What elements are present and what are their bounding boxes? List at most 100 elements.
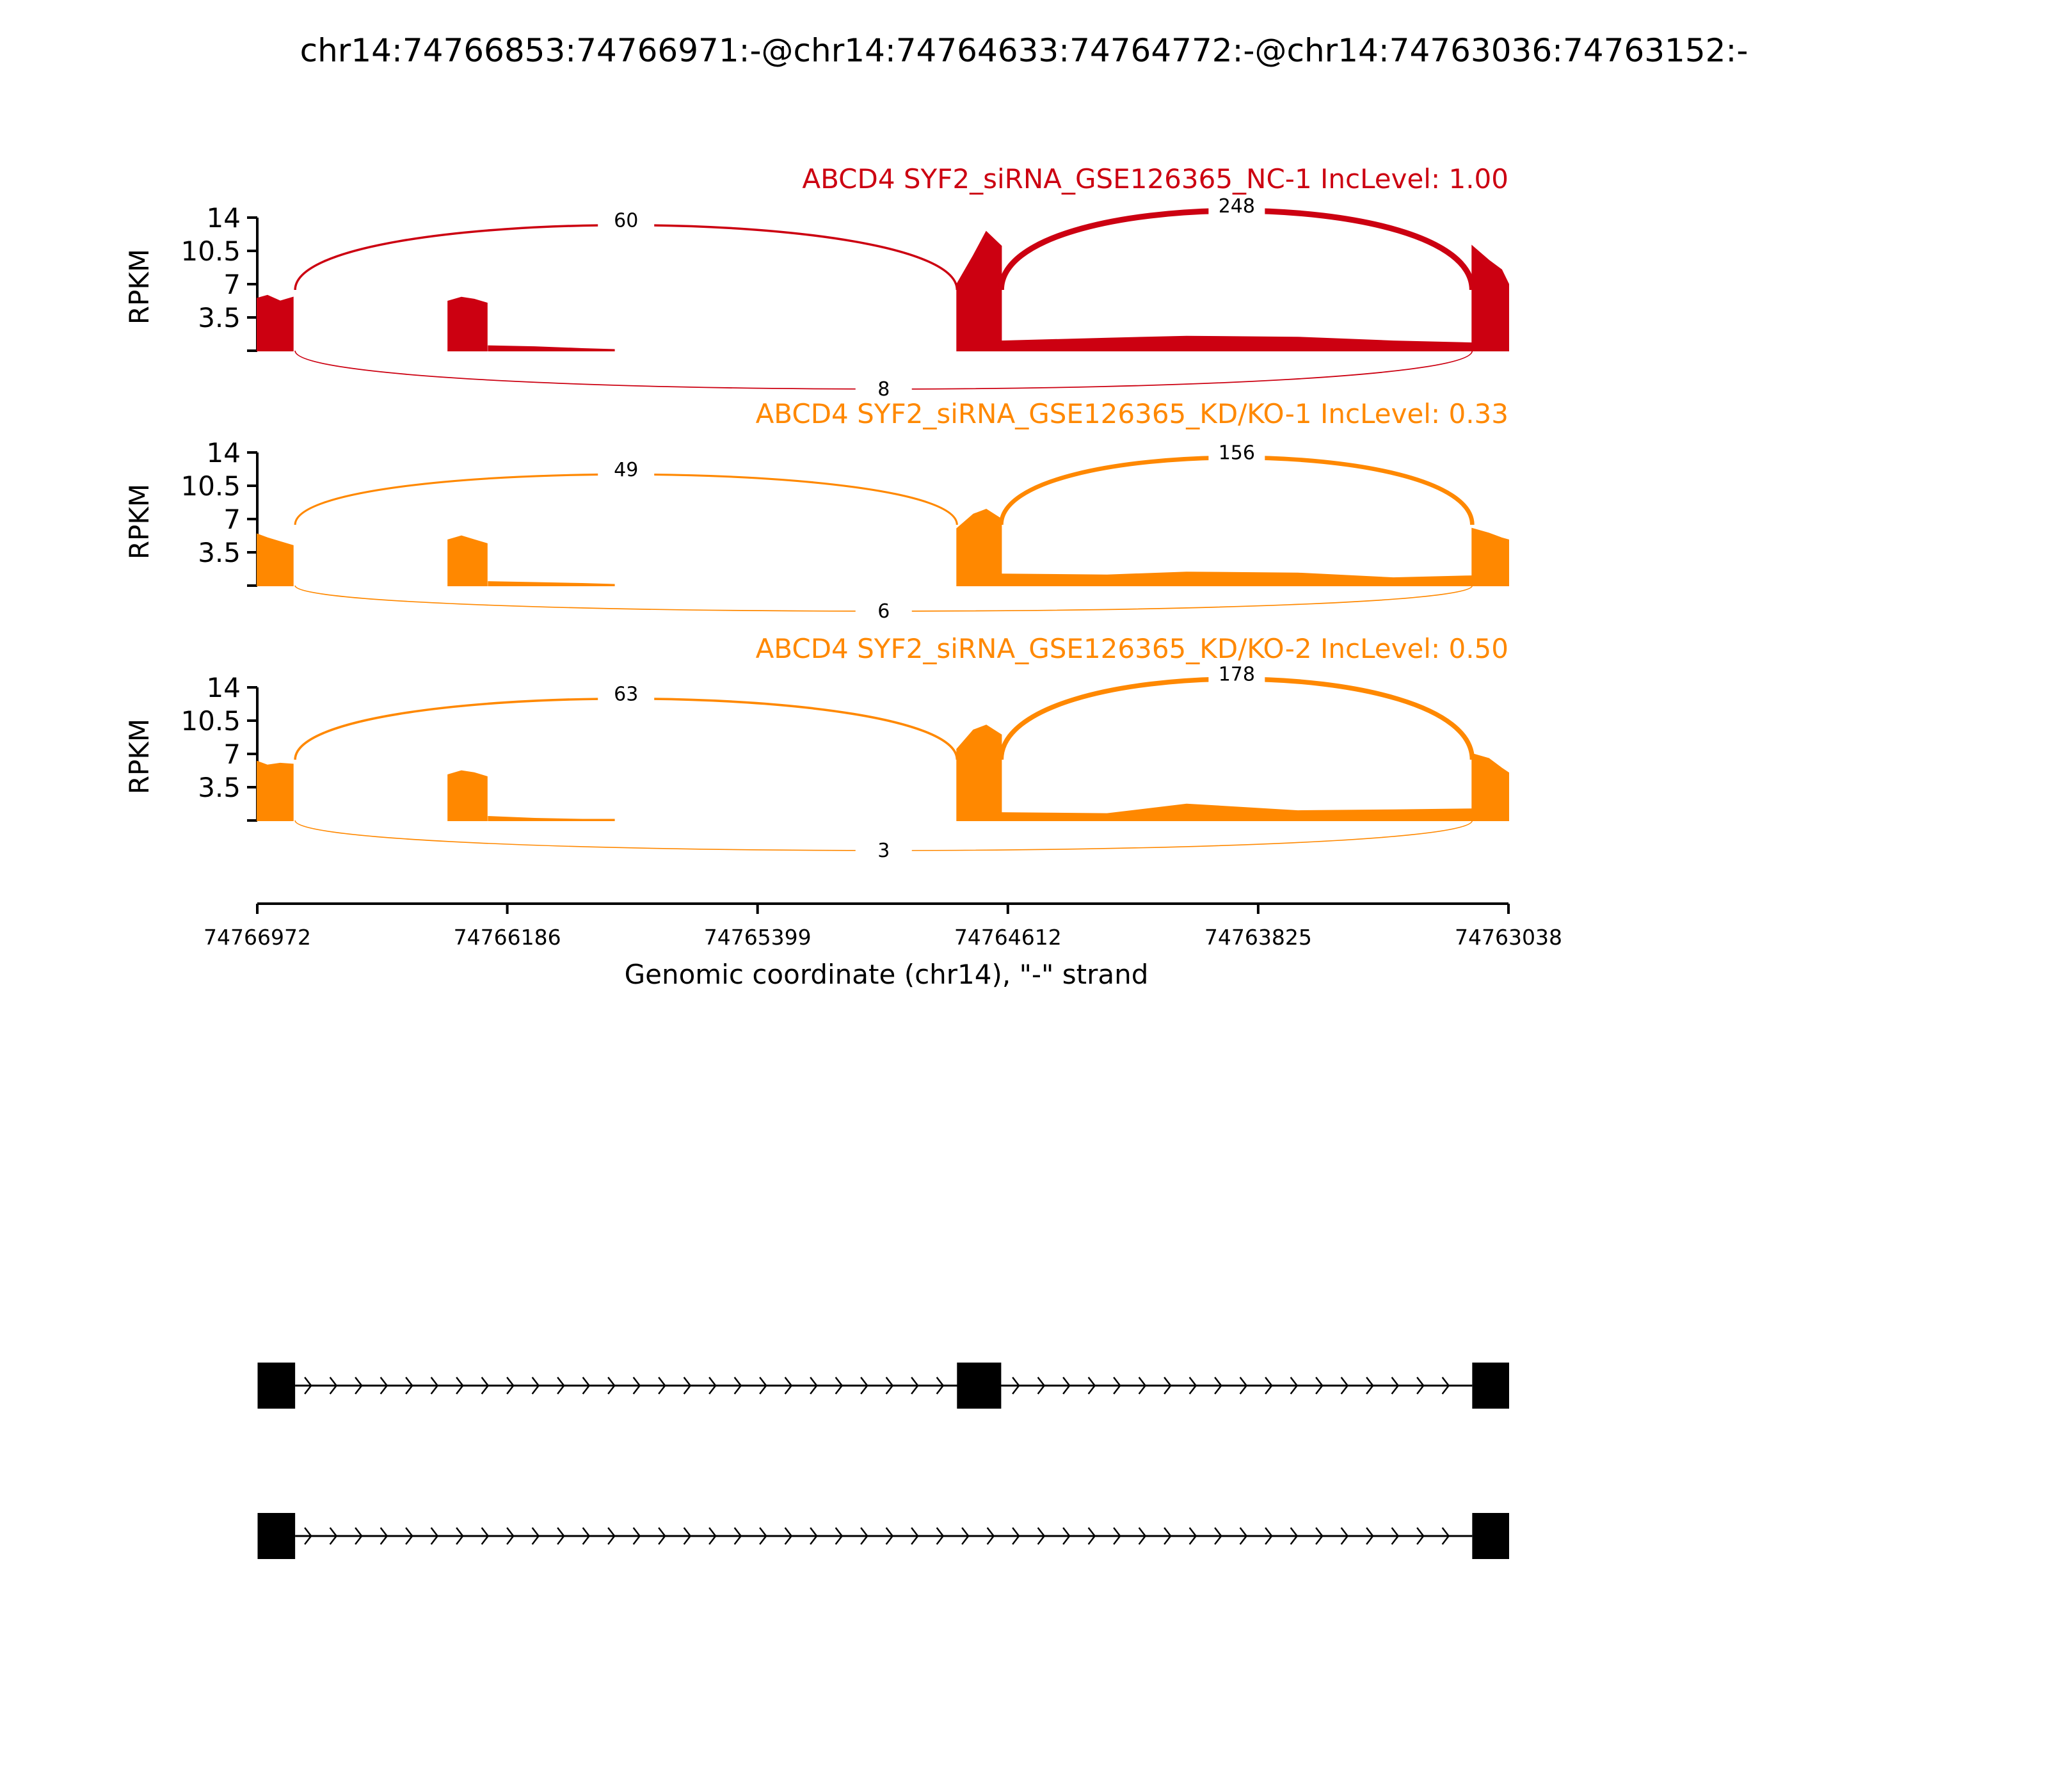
strand-arrow xyxy=(1087,1377,1096,1395)
coverage-block xyxy=(956,724,1002,821)
y-tick-label: 10.5 xyxy=(180,705,241,737)
junction-count-label: 248 xyxy=(1219,195,1255,218)
coverage-block xyxy=(956,508,1002,586)
coverage-block xyxy=(488,345,615,351)
y-tick-label: 14 xyxy=(207,202,241,234)
strand-arrow xyxy=(430,1377,439,1395)
junction-arc xyxy=(998,207,1475,291)
x-tick-label: 74764612 xyxy=(954,925,1062,950)
strand-arrow xyxy=(1366,1377,1374,1395)
strand-arrow xyxy=(430,1527,439,1545)
strand-arrow xyxy=(835,1527,844,1545)
strand-arrow xyxy=(632,1527,641,1545)
coverage-block xyxy=(447,296,488,351)
junction-label-bg xyxy=(1208,440,1265,466)
strand-arrow xyxy=(607,1527,616,1545)
strand-arrow xyxy=(986,1527,995,1545)
strand-arrow xyxy=(632,1377,641,1395)
coverage-block xyxy=(1471,753,1509,821)
strand-arrow xyxy=(582,1527,591,1545)
coverage-block xyxy=(447,535,488,586)
coverage-block xyxy=(488,816,615,821)
strand-arrow xyxy=(1290,1527,1299,1545)
figure-title: chr14:74766853:74766971:-@chr14:74764633… xyxy=(300,32,1748,69)
y-axis-label: RPKM xyxy=(124,484,155,559)
strand-arrow xyxy=(1265,1377,1273,1395)
y-tick-label: 14 xyxy=(207,672,241,703)
strand-arrow xyxy=(304,1377,312,1395)
strand-arrow xyxy=(733,1377,742,1395)
strand-arrow xyxy=(1188,1377,1197,1395)
junction-count-label: 178 xyxy=(1219,664,1255,686)
strand-arrow xyxy=(1340,1527,1349,1545)
junction-count-label: 6 xyxy=(877,600,890,623)
y-axis-label: RPKM xyxy=(124,719,155,794)
strand-arrow xyxy=(810,1377,818,1395)
y-tick-label: 7 xyxy=(223,739,241,770)
x-tick-label: 74766972 xyxy=(204,925,311,950)
strand-arrow xyxy=(380,1527,388,1545)
strand-arrow xyxy=(607,1377,616,1395)
junction-arc xyxy=(999,455,1475,525)
strand-arrow xyxy=(835,1377,844,1395)
coverage-block xyxy=(956,230,1002,351)
strand-arrow xyxy=(304,1527,312,1545)
junction-count-label: 60 xyxy=(614,209,638,232)
coverage-block xyxy=(1001,335,1472,351)
strand-arrow xyxy=(961,1527,970,1545)
coverage-block xyxy=(1471,527,1509,586)
strand-arrow xyxy=(683,1377,692,1395)
strand-arrow xyxy=(1062,1527,1071,1545)
y-tick-label: 14 xyxy=(207,437,241,468)
strand-arrow xyxy=(582,1377,591,1395)
x-tick-label: 74763825 xyxy=(1204,925,1312,950)
strand-arrow xyxy=(911,1377,919,1395)
junction-arc xyxy=(294,224,959,291)
strand-arrow xyxy=(531,1377,540,1395)
strand-arrow xyxy=(1113,1527,1121,1545)
strand-arrow xyxy=(1391,1377,1400,1395)
junction-label-bg xyxy=(598,456,655,483)
y-tick-label: 3.5 xyxy=(198,537,241,568)
strand-arrow xyxy=(1138,1527,1147,1545)
junction-label-bg xyxy=(855,376,912,402)
strand-arrow xyxy=(506,1527,515,1545)
y-tick-label: 3.5 xyxy=(198,302,241,333)
sample-label: ABCD4 SYF2_siRNA_GSE126365_KD/KO-2 IncLe… xyxy=(756,633,1508,664)
strand-arrow xyxy=(759,1377,767,1395)
strand-arrow xyxy=(683,1527,692,1545)
y-tick-label: 10.5 xyxy=(180,470,241,502)
strand-arrow xyxy=(1164,1377,1172,1395)
exon-block xyxy=(257,1363,296,1409)
strand-arrow xyxy=(329,1527,338,1545)
exon-block xyxy=(257,1513,296,1559)
strand-arrow xyxy=(936,1527,945,1545)
junction-label-bg xyxy=(598,681,655,707)
strand-arrow xyxy=(810,1527,818,1545)
y-tick-label: 7 xyxy=(223,269,241,300)
junction-arc xyxy=(294,697,959,760)
coverage-block xyxy=(257,760,294,821)
coverage-block xyxy=(257,294,294,351)
strand-arrow xyxy=(380,1377,388,1395)
x-axis: 74766972 74766186 74765399 74764612 74763825… xyxy=(204,902,1562,950)
strand-arrow xyxy=(557,1377,565,1395)
strand-arrow xyxy=(1188,1527,1197,1545)
strand-arrow xyxy=(936,1377,945,1395)
strand-arrow xyxy=(911,1527,919,1545)
junction-count-label: 156 xyxy=(1219,442,1255,465)
junction-label-bg xyxy=(1208,193,1265,219)
y-axis-label: RPKM xyxy=(124,249,155,324)
coverage-block xyxy=(1001,572,1472,586)
junction-count-label: 3 xyxy=(877,840,890,862)
y-tick-label: 3.5 xyxy=(198,772,241,803)
strand-arrow xyxy=(1012,1377,1020,1395)
x-tick-label: 74766186 xyxy=(454,925,561,950)
strand-arrow xyxy=(1315,1377,1324,1395)
coverage-block xyxy=(447,770,488,821)
sample-label: ABCD4 SYF2_siRNA_GSE126365_NC-1 IncLevel… xyxy=(802,163,1508,195)
strand-arrow xyxy=(860,1527,868,1545)
